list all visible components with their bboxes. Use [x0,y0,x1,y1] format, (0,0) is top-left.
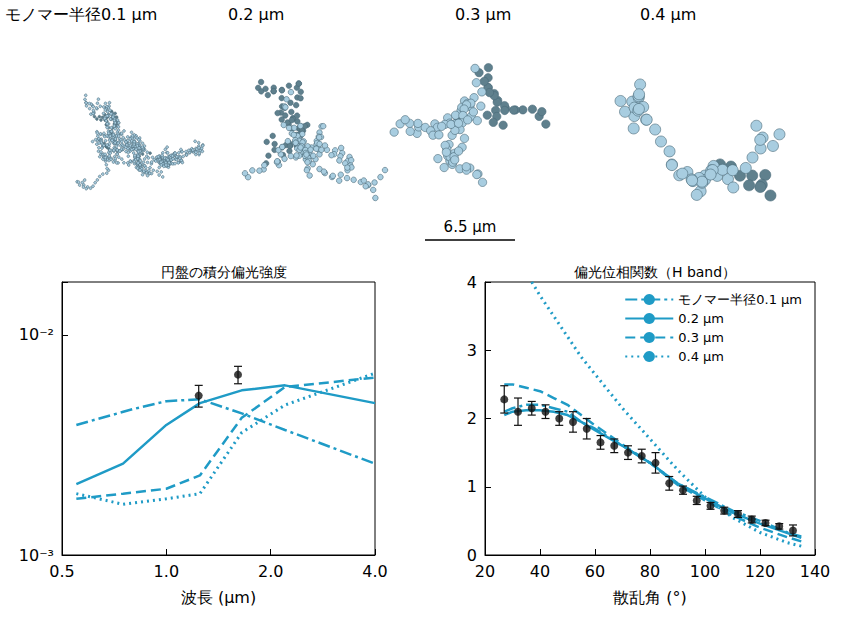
svg-text:10⁻²: 10⁻² [19,325,54,344]
svg-text:1: 1 [467,477,477,496]
svg-text:80: 80 [640,562,660,581]
svg-text:0.4 μm: 0.4 μm [678,349,724,364]
svg-text:波長 (μm): 波長 (μm) [181,588,256,607]
svg-text:120: 120 [745,562,776,581]
svg-text:偏光位相関数（H band）: 偏光位相関数（H band） [574,264,736,280]
svg-text:0.3 μm: 0.3 μm [678,330,724,345]
svg-text:40: 40 [530,562,550,581]
svg-text:散乱角 (°): 散乱角 (°) [613,588,687,607]
svg-text:1.0: 1.0 [154,562,179,581]
svg-text:0: 0 [466,545,477,565]
svg-text:円盤の積分偏光強度: 円盤の積分偏光強度 [161,264,287,280]
svg-text:モノマー半径0.1 μm: モノマー半径0.1 μm [5,5,157,24]
svg-text:4: 4 [467,273,477,292]
svg-text:0.2 μm: 0.2 μm [678,311,724,326]
svg-text:3: 3 [467,341,477,360]
svg-text:6.5 μm: 6.5 μm [444,218,497,236]
svg-text:4.0: 4.0 [362,562,387,581]
svg-text:2: 2 [467,409,477,428]
svg-text:0.3 μm: 0.3 μm [455,5,511,24]
svg-text:2.0: 2.0 [258,562,283,581]
svg-text:0.5: 0.5 [49,562,74,581]
svg-text:10⁻³: 10⁻³ [18,545,54,565]
svg-text:モノマー半径0.1 μm: モノマー半径0.1 μm [678,292,802,307]
svg-text:20: 20 [475,562,495,581]
svg-text:0.4 μm: 0.4 μm [640,5,696,24]
svg-text:60: 60 [585,562,605,581]
svg-text:100: 100 [690,562,721,581]
svg-text:140: 140 [800,562,831,581]
svg-text:0.2 μm: 0.2 μm [228,5,284,24]
